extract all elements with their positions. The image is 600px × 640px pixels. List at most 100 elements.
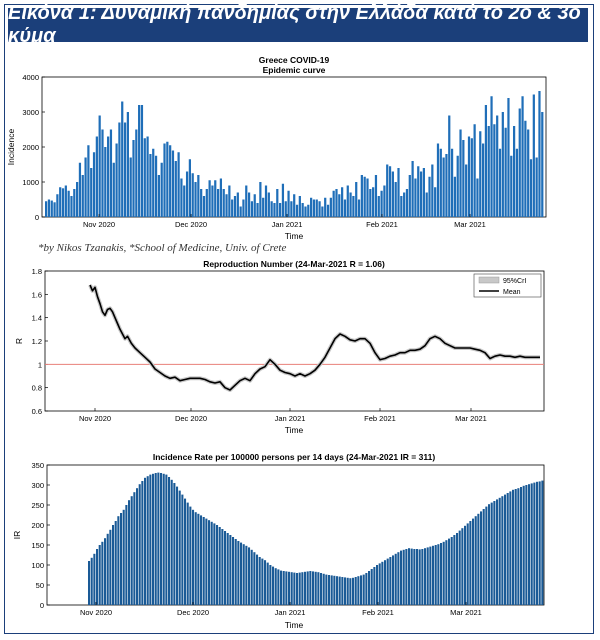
bar: [414, 178, 417, 217]
chart1-ticks: 0 1000 2000 3000 4000 Nov 2020 Dec 2020 Jan 202…: [22, 73, 486, 229]
bar: [384, 560, 387, 605]
bar: [239, 206, 242, 217]
bar: [437, 544, 440, 605]
bar: [154, 473, 157, 605]
bar: [328, 575, 331, 605]
bar: [419, 171, 423, 217]
bar: [343, 199, 347, 217]
bar: [107, 136, 110, 217]
bar: [333, 575, 336, 605]
bar: [112, 162, 115, 217]
x-tick-label: Mar 2021: [454, 220, 486, 229]
bar: [143, 138, 146, 217]
bar: [162, 473, 165, 605]
bar: [314, 571, 317, 605]
bar: [304, 206, 307, 217]
bar: [520, 487, 523, 605]
bar: [258, 557, 261, 605]
bar: [325, 574, 328, 605]
bar: [434, 545, 437, 605]
bar: [310, 197, 313, 217]
chart2-axes-box: [44, 270, 545, 412]
bar: [405, 189, 409, 217]
chart1-title: Greece COVID-19: [259, 55, 330, 65]
bar: [106, 533, 109, 605]
bar: [352, 577, 355, 605]
bar: [498, 497, 501, 605]
bar: [93, 553, 96, 605]
bar: [490, 96, 493, 217]
bar: [462, 140, 465, 217]
bar: [493, 501, 496, 605]
bar: [132, 140, 135, 217]
figure-title: Εικόνα 1: Δυναμική πανδημίας στην Ελλάδα…: [8, 2, 588, 47]
bar: [123, 122, 127, 217]
bar: [104, 538, 107, 605]
bar: [256, 203, 259, 217]
bar: [253, 552, 256, 605]
bar: [152, 473, 155, 605]
bar: [357, 199, 361, 217]
bar: [510, 155, 513, 217]
bar: [518, 108, 521, 217]
x-tick-label: Nov 2020: [83, 220, 115, 229]
bar: [421, 549, 424, 605]
bar: [247, 192, 251, 217]
bar: [259, 182, 262, 217]
x-tick-label: Jan 2021: [272, 220, 303, 229]
bar: [242, 199, 245, 217]
bar: [528, 484, 531, 605]
chart3-xlabel: Time: [285, 620, 304, 630]
x-tick-label: Jan 2021: [275, 414, 306, 423]
bar: [341, 187, 344, 217]
bar: [541, 112, 544, 217]
legend-ci-swatch: [478, 276, 500, 284]
bar: [440, 543, 443, 605]
bar: [530, 483, 533, 605]
bar: [397, 168, 400, 217]
bar: [264, 560, 267, 605]
chart3-title: Incidence Rate per 100000 persons per 14…: [153, 452, 435, 462]
bar: [485, 506, 488, 605]
y-tick-label: 1.2: [32, 337, 42, 346]
y-tick-label: 0: [35, 213, 39, 222]
bar: [498, 148, 502, 217]
bar: [141, 481, 144, 605]
x-tick-label: Nov 2020: [79, 414, 111, 423]
bar: [229, 535, 232, 605]
bar: [214, 180, 217, 217]
chart1-bars: [45, 91, 544, 217]
y-tick-label: 0: [40, 601, 44, 610]
bar: [232, 537, 235, 605]
bar: [506, 493, 509, 605]
bar: [456, 533, 459, 605]
bar: [160, 162, 163, 217]
bar: [136, 488, 139, 605]
bar: [529, 159, 533, 217]
bar: [218, 527, 221, 605]
bar: [524, 120, 527, 217]
bar: [332, 190, 335, 217]
bar: [312, 571, 315, 605]
bar: [315, 199, 318, 217]
bar: [133, 492, 136, 605]
bar: [424, 548, 427, 605]
bar: [269, 565, 272, 605]
bar: [234, 539, 237, 605]
bar: [140, 105, 144, 217]
bar: [357, 576, 360, 605]
bar: [64, 185, 67, 217]
bar: [221, 529, 224, 605]
bar: [416, 549, 419, 605]
bar: [476, 178, 479, 217]
bar: [290, 572, 293, 605]
bar: [512, 489, 515, 605]
bar: [341, 577, 344, 605]
bar: [386, 164, 389, 217]
bar: [122, 509, 125, 605]
bar: [429, 546, 432, 605]
bar: [188, 159, 191, 217]
bar: [225, 194, 228, 217]
bar: [45, 201, 48, 217]
bar: [272, 566, 275, 605]
